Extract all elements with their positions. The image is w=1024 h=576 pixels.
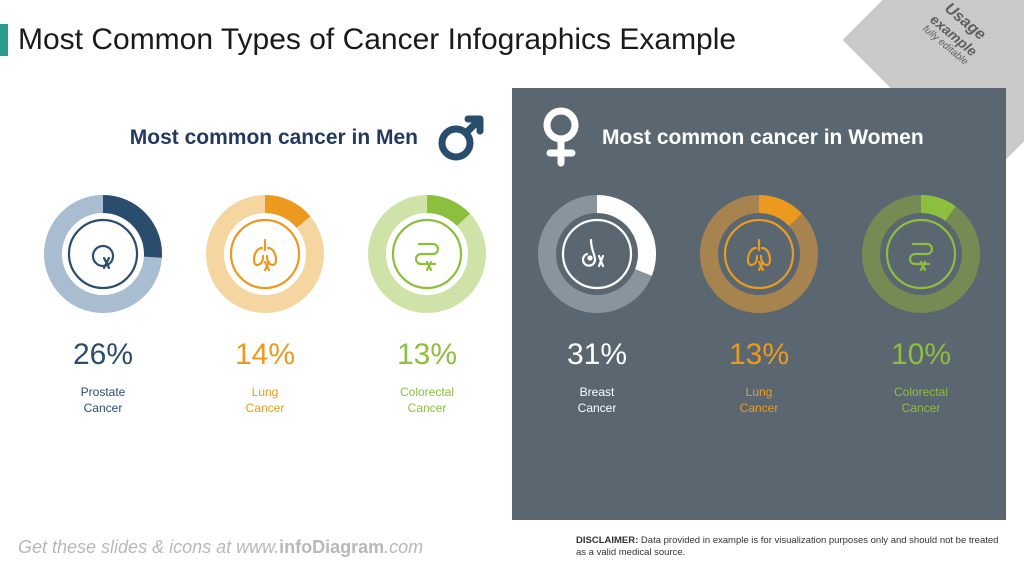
- panel-men: Most common cancer in Men 26% Prostate C…: [18, 88, 512, 520]
- panel-men-title: Most common cancer in Men: [130, 125, 418, 150]
- footer-cta-prefix: Get these slides & icons at www.: [18, 537, 279, 557]
- women-item-1: 13% Lung Cancer: [684, 192, 834, 416]
- men-item-2: 13% Colorectal Cancer: [352, 192, 502, 416]
- footer-disclaimer: DISCLAIMER: Data provided in example is …: [576, 535, 1006, 559]
- footer-cta-suffix: .com: [384, 537, 423, 557]
- disclaimer-text: Data provided in example is for visualiz…: [576, 535, 998, 558]
- men-pct-1: 14%: [235, 338, 295, 372]
- men-pct-0: 26%: [73, 338, 133, 372]
- men-item-1: 14% Lung Cancer: [190, 192, 340, 416]
- women-item-0: 31% Breast Cancer: [522, 192, 672, 416]
- women-label-0: Breast Cancer: [578, 384, 617, 416]
- page-title: Most Common Types of Cancer Infographics…: [18, 23, 736, 57]
- men-label-0: Prostate Cancer: [81, 384, 126, 416]
- disclaimer-label: DISCLAIMER:: [576, 535, 638, 546]
- footer: Get these slides & icons at www.infoDiag…: [18, 526, 1006, 568]
- men-label-1: Lung Cancer: [246, 384, 285, 416]
- men-items: 26% Prostate Cancer 14% Lung Cancer 13% …: [22, 192, 508, 416]
- female-icon: [536, 107, 586, 169]
- panel-men-head: Most common cancer in Men: [22, 98, 508, 174]
- women-donut-0: [535, 192, 659, 316]
- men-donut-1: [203, 192, 327, 316]
- women-items: 31% Breast Cancer 13% Lung Cancer 10% Co…: [516, 192, 1002, 416]
- women-label-1: Lung Cancer: [740, 384, 779, 416]
- panel-women-title: Most common cancer in Women: [602, 125, 924, 150]
- panels: Most common cancer in Men 26% Prostate C…: [18, 88, 1006, 520]
- footer-cta-bold: infoDiagram: [279, 537, 384, 557]
- men-pct-2: 13%: [397, 338, 457, 372]
- men-donut-0: [41, 192, 165, 316]
- title-bar: Most Common Types of Cancer Infographics…: [18, 12, 1006, 68]
- women-pct-2: 10%: [891, 338, 951, 372]
- women-donut-2: [859, 192, 983, 316]
- women-item-2: 10% Colorectal Cancer: [846, 192, 996, 416]
- footer-cta: Get these slides & icons at www.infoDiag…: [18, 537, 423, 558]
- accent-edge-bar: [0, 24, 8, 56]
- men-item-0: 26% Prostate Cancer: [28, 192, 178, 416]
- women-label-2: Colorectal Cancer: [894, 384, 948, 416]
- women-pct-0: 31%: [567, 338, 627, 372]
- panel-women: Most common cancer in Women 31% Breast C…: [512, 88, 1006, 520]
- men-label-2: Colorectal Cancer: [400, 384, 454, 416]
- men-donut-2: [365, 192, 489, 316]
- panel-women-head: Most common cancer in Women: [516, 98, 1002, 174]
- male-icon: [434, 111, 488, 165]
- women-pct-1: 13%: [729, 338, 789, 372]
- women-donut-1: [697, 192, 821, 316]
